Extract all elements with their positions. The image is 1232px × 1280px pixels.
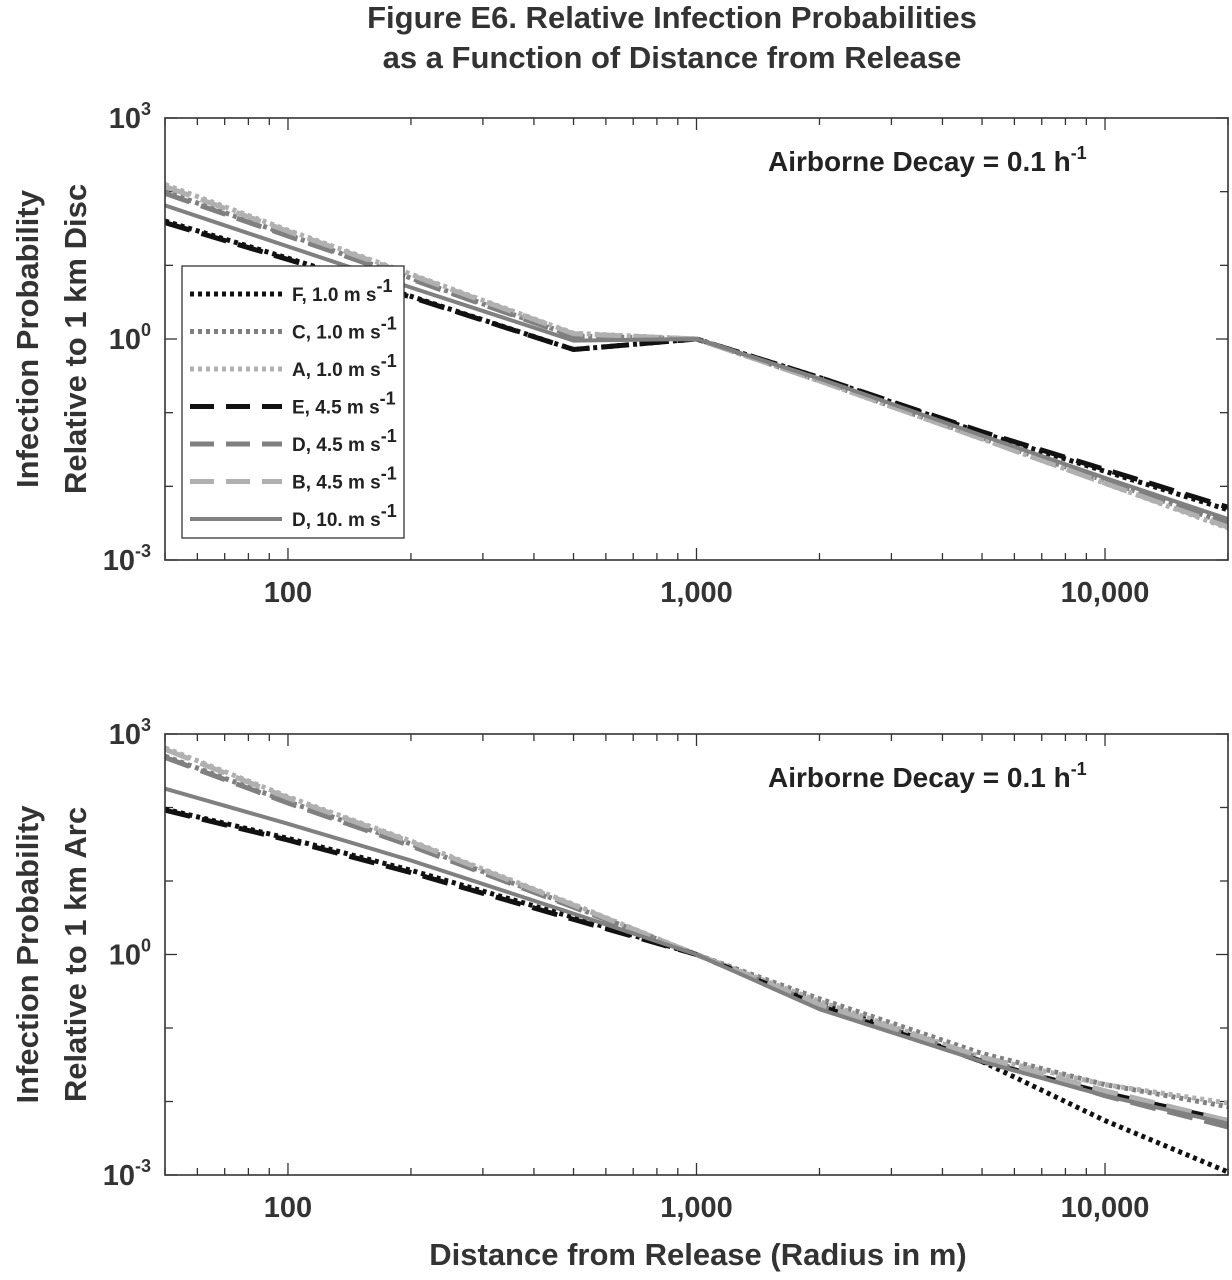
x-tick-label: 100 bbox=[264, 1192, 312, 1224]
series-line-6 bbox=[165, 786, 1228, 1126]
top-chart-panel: 100 1,000 10,000 10-3 100 103 Infection Probab… bbox=[10, 99, 1229, 609]
legend-entry-2: A, 1.0 m s-1 bbox=[292, 351, 397, 381]
y-axis-label-line2: Relative to 1 km Arc bbox=[58, 807, 93, 1102]
x-axis-label: Distance from Release (Radius in m) bbox=[429, 1237, 967, 1272]
series-line-2 bbox=[165, 182, 1228, 531]
y-tick-label: 100 bbox=[109, 936, 151, 972]
series-line-1 bbox=[165, 753, 1228, 1110]
series-line-5 bbox=[165, 746, 1228, 1124]
y-tick-label: 10-3 bbox=[103, 541, 151, 577]
y-axis-label-line2: Relative to 1 km Disc bbox=[58, 184, 93, 494]
series-line-2 bbox=[165, 745, 1228, 1106]
legend-entry-4: D, 4.5 m s-1 bbox=[292, 426, 397, 456]
legend-box bbox=[181, 265, 405, 539]
legend-entry-5: B, 4.5 m s-1 bbox=[292, 464, 397, 494]
legend-entry-6: D, 10. m s-1 bbox=[292, 501, 397, 531]
y-tick-label: 100 bbox=[109, 320, 151, 356]
y-tick-label: 103 bbox=[109, 715, 151, 751]
plot-area-frame bbox=[164, 117, 1229, 561]
legend-entry-1: C, 1.0 m s-1 bbox=[292, 314, 397, 344]
x-tick-label: 100 bbox=[264, 577, 312, 609]
y-axis-label-line1: Infection Probability bbox=[10, 805, 45, 1104]
legend-entry-3: E, 4.5 m s-1 bbox=[292, 389, 396, 419]
y-axis-label-line1: Infection Probability bbox=[10, 189, 45, 488]
legend: F, 1.0 m s-1 C, 1.0 m s-1 A, 1.0 m s-1 E, 4… bbox=[181, 265, 405, 539]
series-line-6 bbox=[165, 203, 1228, 521]
legend-entry-0: F, 1.0 m s-1 bbox=[292, 276, 393, 306]
decay-annotation: Airborne Decay = 0.1 h-1 bbox=[768, 143, 1087, 177]
y-tick-label: 10-3 bbox=[103, 1156, 151, 1192]
figure-title-line2: as a Function of Distance from Release bbox=[383, 40, 962, 75]
y-tick-label: 103 bbox=[109, 99, 151, 135]
decay-annotation: Airborne Decay = 0.1 h-1 bbox=[768, 759, 1087, 793]
plot-area-frame bbox=[164, 733, 1229, 1176]
figure-title-line1: Figure E6. Relative Infection Probabilit… bbox=[367, 0, 977, 35]
x-tick-label: 10,000 bbox=[1061, 577, 1150, 609]
x-tick-label: 10,000 bbox=[1061, 1192, 1150, 1224]
x-tick-label: 1,000 bbox=[660, 1192, 733, 1224]
x-tick-label: 1,000 bbox=[660, 577, 733, 609]
bottom-chart-panel: 100 1,000 10,000 10-3 100 103 Infection Probab… bbox=[10, 715, 1229, 1224]
series-line-0 bbox=[165, 806, 1228, 1175]
